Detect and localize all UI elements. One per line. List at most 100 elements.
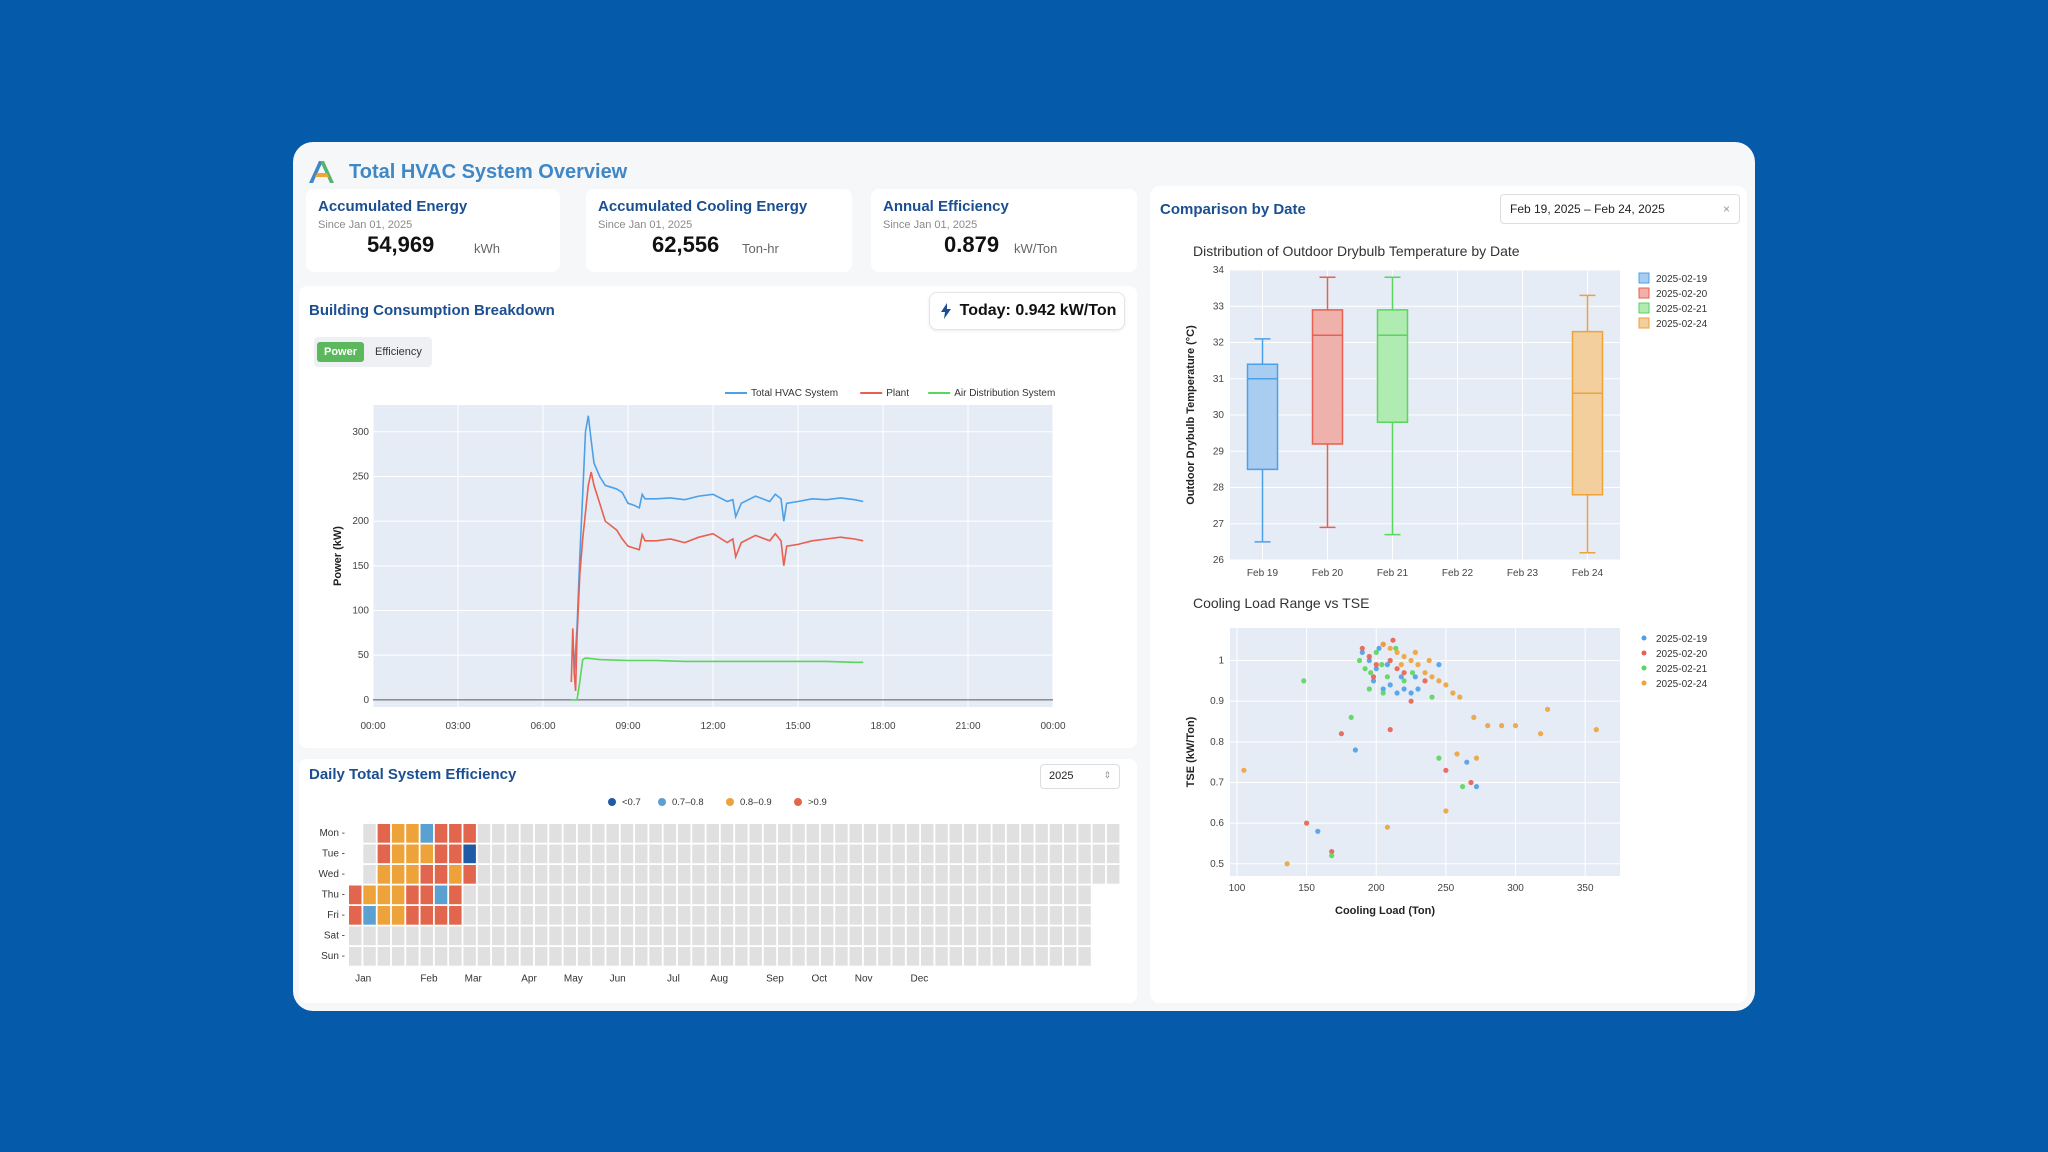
heatmap-cell	[1006, 885, 1020, 905]
section-title: Daily Total System Efficiency	[309, 766, 517, 783]
legend-swatch	[1641, 665, 1647, 671]
heatmap-cell	[649, 824, 662, 843]
power-toggle-button[interactable]: Power	[317, 342, 365, 362]
heatmap-cell	[963, 824, 977, 843]
heatmap-cell	[477, 906, 491, 925]
series-line	[571, 657, 864, 701]
heatmap-cell	[820, 865, 834, 884]
heatmap-cell	[720, 844, 734, 864]
heatmap-cell	[1064, 926, 1077, 946]
scatter-point	[1329, 849, 1335, 855]
date-range-picker[interactable]: Feb 19, 2025 – Feb 24, 2025 ×	[1500, 194, 1740, 224]
scatter-point	[1394, 666, 1400, 672]
box-body	[1571, 330, 1604, 496]
heatmap-cell	[949, 947, 963, 966]
scatter-point	[1384, 824, 1390, 830]
legend-label: 2025-02-19	[1656, 634, 1708, 645]
heatmap-cell	[492, 824, 505, 843]
heatmap-cell	[477, 947, 491, 966]
kpi-value: 0.879	[944, 232, 1000, 257]
consumption-card: Building Consumption Breakdown Today: 0.…	[299, 286, 1137, 748]
y-tick-label: 0.5	[1210, 859, 1224, 870]
scatter-point	[1301, 678, 1307, 684]
heatmap-cell	[1035, 906, 1048, 925]
heatmap-cell	[1078, 906, 1091, 925]
scatter-point	[1352, 747, 1358, 753]
y-tick-label: 250	[352, 471, 369, 482]
legend-label: Total HVAC System	[751, 388, 838, 399]
heatmap-cell	[463, 885, 476, 905]
heatmap-cell	[549, 824, 562, 843]
y-tick-label: 0.7	[1210, 777, 1224, 788]
legend-label: 2025-02-21	[1656, 664, 1708, 675]
heatmap-cell	[434, 947, 448, 966]
heatmap-cell	[620, 824, 634, 843]
year-select[interactable]: 2025 ⇕	[1040, 764, 1120, 789]
heatmap-cell	[677, 865, 691, 884]
heatmap-cell	[592, 824, 605, 843]
x-tick-label: Nov	[855, 974, 873, 985]
scatter-point	[1499, 723, 1505, 729]
heatmap-cell	[878, 865, 891, 884]
heatmap-cell	[921, 844, 934, 864]
y-tick-label: 31	[1213, 374, 1225, 385]
heatmap-cell	[963, 906, 977, 925]
y-tick-label: 27	[1213, 519, 1225, 530]
heatmap-cell	[849, 885, 862, 905]
efficiency-toggle-button[interactable]: Efficiency	[375, 346, 422, 358]
x-tick-label: Feb 21	[1377, 568, 1409, 579]
legend-label: 2025-02-24	[1656, 319, 1708, 330]
heatmap-cell	[406, 885, 419, 905]
heatmap-cell	[349, 906, 362, 925]
clear-icon[interactable]: ×	[1722, 202, 1730, 216]
heatmap-cell	[835, 844, 848, 864]
heatmap-cell	[1049, 885, 1063, 905]
scatter-point	[1370, 674, 1377, 680]
scatter-point	[1408, 690, 1414, 696]
heatmap-cell	[906, 947, 920, 966]
legend-swatch	[1641, 680, 1647, 686]
scatter-point	[1412, 649, 1418, 655]
heatmap-cell	[735, 885, 748, 905]
heatmap-cell	[420, 926, 433, 946]
heatmap-cell	[1078, 865, 1091, 884]
heatmap-cell	[863, 865, 877, 884]
heatmap-cell	[863, 824, 877, 843]
heatmap-cell	[391, 824, 405, 843]
scatter-point	[1373, 649, 1379, 655]
heatmap-cell	[520, 824, 534, 843]
heatmap-cell	[649, 906, 662, 925]
power-efficiency-toggle: Power Efficiency	[314, 337, 432, 367]
scatter-point	[1512, 723, 1519, 729]
heatmap-cell	[692, 906, 705, 925]
x-tick-label: Feb 23	[1507, 568, 1539, 579]
scatter-point	[1460, 784, 1466, 790]
scatter-point	[1376, 645, 1382, 651]
heatmap-cell	[1106, 844, 1120, 864]
heatmap-cell	[406, 865, 419, 884]
heatmap-cell	[921, 824, 934, 843]
heatmap-cell	[878, 906, 891, 925]
heatmap-cell	[391, 865, 405, 884]
heatmap-cell	[635, 947, 648, 966]
heatmap-cell	[835, 824, 848, 843]
heatmap-cell	[706, 844, 719, 864]
heatmap-cell	[1006, 865, 1020, 884]
heatmap-cell	[1021, 926, 1034, 946]
row-label: Mon -	[319, 828, 345, 839]
row-label: Tue -	[322, 849, 345, 860]
heatmap-cell	[992, 824, 1005, 843]
heatmap-cell	[1035, 885, 1048, 905]
legend-swatch	[794, 798, 802, 806]
heatmap-cell	[935, 865, 948, 884]
heatmap-cell	[349, 926, 362, 946]
series-line	[573, 415, 864, 674]
heatmap-cell	[906, 906, 920, 925]
heatmap-cell	[377, 947, 391, 966]
legend-swatch	[1638, 272, 1650, 284]
heatmap-cell	[1078, 844, 1091, 864]
efficiency-heatmap: <0.7 0.7–0.8 0.8–0.9 >0.9 Mon - Tue - Wed - Thu…	[319, 797, 1120, 985]
heatmap-cell	[863, 947, 877, 966]
heatmap-cell	[963, 885, 977, 905]
heatmap-cell	[563, 824, 576, 843]
